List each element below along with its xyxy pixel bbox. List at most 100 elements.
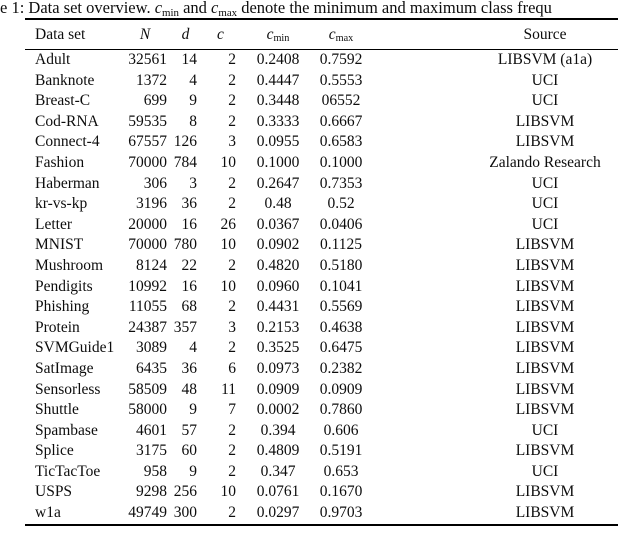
table-row: Banknote 1372 4 2 0.4447 0.5553 UCI bbox=[25, 71, 618, 92]
cell-dataset-name: Shuttle bbox=[35, 401, 79, 419]
cell-cmax: 0.6583 bbox=[319, 133, 363, 151]
table-row: Haberman 306 3 2 0.2647 0.7353 UCI bbox=[25, 174, 618, 195]
cell-d: 57 bbox=[181, 421, 198, 439]
cell-c: 2 bbox=[228, 339, 236, 357]
cell-n: 958 bbox=[143, 462, 167, 480]
table-row: Fashion 70000 784 10 0.1000 0.1000 Zalan… bbox=[25, 153, 618, 174]
cell-dataset-name: Breast-C bbox=[35, 92, 91, 110]
table-header: Data set N d c cmin cmax Source bbox=[25, 19, 618, 50]
cell-c: 10 bbox=[220, 483, 237, 501]
caption-cmax-symbol: c bbox=[211, 0, 219, 17]
cell-c: 7 bbox=[228, 401, 236, 419]
cell-cmin: 0.347 bbox=[260, 462, 296, 480]
cell-dataset-name: SatImage bbox=[35, 359, 94, 377]
table-row: SVMGuide1 3089 4 2 0.3525 0.6475 LIBSVM bbox=[25, 338, 618, 359]
cell-dataset-name: kr-vs-kp bbox=[35, 195, 88, 213]
cell-c: 3 bbox=[228, 318, 236, 336]
cell-dataset-name: Banknote bbox=[35, 71, 95, 89]
header-source: Source bbox=[366, 19, 618, 50]
cell-source: Zalando Research bbox=[489, 153, 601, 171]
table-row: Breast-C 699 9 2 0.3448 06552 UCI bbox=[25, 91, 618, 112]
cell-source: UCI bbox=[531, 215, 559, 233]
caption-cmin-symbol: c bbox=[154, 0, 163, 17]
header-c: c bbox=[201, 19, 240, 50]
header-cmax-symbol: c bbox=[328, 25, 336, 43]
cell-cmax: 0.7353 bbox=[319, 174, 363, 192]
cell-source: LIBSVM bbox=[515, 112, 575, 130]
cell-cmax: 0.5191 bbox=[319, 442, 363, 460]
header-n: N bbox=[120, 19, 170, 50]
cell-n: 58509 bbox=[128, 380, 167, 398]
cell-cmin: 0.0002 bbox=[256, 401, 300, 419]
cell-cmax: 0.5569 bbox=[319, 298, 363, 316]
cell-n: 11055 bbox=[128, 298, 167, 316]
cell-source: UCI bbox=[531, 421, 559, 439]
cell-n: 49749 bbox=[128, 504, 167, 522]
cell-n: 58000 bbox=[128, 401, 167, 419]
cell-source: LIBSVM bbox=[515, 256, 575, 274]
cell-cmin: 0.0909 bbox=[256, 380, 300, 398]
cell-cmax: 0.52 bbox=[327, 195, 355, 213]
header-cmax: cmax bbox=[316, 19, 366, 50]
cell-c: 2 bbox=[228, 51, 236, 68]
cell-cmin: 0.0973 bbox=[256, 359, 300, 377]
table-row: w1a 49749 300 2 0.0297 0.9703 LIBSVM bbox=[25, 503, 618, 525]
cell-cmin: 0.4809 bbox=[256, 442, 300, 460]
cell-d: 784 bbox=[173, 153, 197, 171]
cell-dataset-name: Haberman bbox=[35, 174, 100, 192]
cell-source: LIBSVM bbox=[515, 277, 575, 295]
cell-n: 70000 bbox=[128, 236, 167, 254]
cell-n: 8124 bbox=[136, 256, 167, 274]
cell-n: 1372 bbox=[136, 71, 167, 89]
cell-cmax: 0.5553 bbox=[319, 71, 363, 89]
cell-dataset-name: Cod-RNA bbox=[35, 112, 99, 130]
cell-cmin: 0.48 bbox=[264, 195, 292, 213]
cell-cmax: 0.4638 bbox=[319, 318, 363, 336]
cell-n: 306 bbox=[143, 174, 167, 192]
header-c-symbol: c bbox=[217, 25, 224, 43]
cell-c: 2 bbox=[228, 462, 236, 480]
table-row: TicTacToe 958 9 2 0.347 0.653 UCI bbox=[25, 462, 618, 483]
cell-cmin: 0.3448 bbox=[256, 92, 300, 110]
cell-n: 70000 bbox=[128, 153, 167, 171]
cell-d: 126 bbox=[173, 133, 197, 151]
cell-source: LIBSVM bbox=[515, 483, 575, 501]
table-row: Splice 3175 60 2 0.4809 0.5191 LIBSVM bbox=[25, 441, 618, 462]
cell-n: 24387 bbox=[128, 318, 167, 336]
cell-dataset-name: Fashion bbox=[35, 153, 85, 171]
cell-n: 3196 bbox=[136, 195, 167, 213]
cell-c: 2 bbox=[228, 71, 236, 89]
table-row: MNIST 70000 780 10 0.0902 0.1125 LIBSVM bbox=[25, 235, 618, 256]
caption-text-and: and bbox=[178, 0, 212, 17]
cell-d: 9 bbox=[189, 92, 197, 110]
cell-cmin: 0.2153 bbox=[256, 318, 300, 336]
cell-dataset-name: Connect-4 bbox=[35, 133, 100, 151]
cell-cmax: 0.6667 bbox=[319, 112, 363, 130]
cell-c: 10 bbox=[220, 153, 237, 171]
header-cmin-subscript: min bbox=[273, 33, 290, 45]
table-row: Shuttle 58000 9 7 0.0002 0.7860 LIBSVM bbox=[25, 400, 618, 421]
cell-source: LIBSVM bbox=[515, 401, 575, 419]
cell-source: LIBSVM bbox=[515, 298, 575, 316]
table-row: Connect-4 67557 126 3 0.0955 0.6583 LIBS… bbox=[25, 132, 618, 153]
cell-source: UCI bbox=[531, 462, 559, 480]
cell-cmin: 0.0955 bbox=[256, 133, 300, 151]
cell-cmin: 0.4431 bbox=[256, 298, 300, 316]
cell-n: 67557 bbox=[128, 133, 167, 151]
cell-cmax: 0.2382 bbox=[319, 359, 363, 377]
cell-source: LIBSVM (a1a) bbox=[497, 51, 593, 68]
cell-n: 6435 bbox=[136, 359, 167, 377]
cell-cmin: 0.0902 bbox=[256, 236, 300, 254]
cell-cmax: 0.9703 bbox=[319, 504, 363, 522]
cell-source: UCI bbox=[531, 71, 559, 89]
cell-cmax: 0.7860 bbox=[319, 401, 363, 419]
header-cmin: cmin bbox=[240, 19, 316, 50]
cell-c: 3 bbox=[228, 133, 236, 151]
table-row: Spambase 4601 57 2 0.394 0.606 UCI bbox=[25, 421, 618, 442]
cell-d: 22 bbox=[181, 256, 198, 274]
cell-c: 2 bbox=[228, 504, 236, 522]
cell-c: 11 bbox=[221, 380, 236, 398]
cell-n: 3175 bbox=[136, 442, 167, 460]
caption-cmax-subscript: max bbox=[218, 7, 238, 17]
cell-c: 6 bbox=[228, 359, 236, 377]
